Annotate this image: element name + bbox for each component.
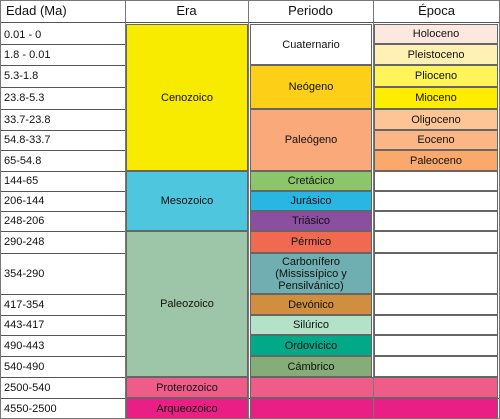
era-paleozoico: Paleozoico — [126, 231, 248, 377]
age-cell: 33.7-23.8 — [4, 113, 51, 126]
epoch-holoceno: Holoceno — [374, 24, 498, 44]
age-cell: 144-65 — [4, 175, 39, 187]
age-cell: 354-290 — [4, 267, 45, 280]
proterozoic-band — [250, 377, 498, 398]
period-carbonifero: Carbonífero (Mississípico y Pensilvánico… — [250, 253, 372, 294]
period-cretacico: Cretácico — [250, 171, 372, 191]
age-cell: 443-417 — [4, 319, 45, 331]
age-cell: 4550-2500 — [4, 402, 57, 415]
header-age: Edad (Ma) — [6, 3, 67, 18]
age-cell: 290-248 — [4, 236, 45, 248]
period-cuaternario: Cuaternario — [250, 24, 372, 65]
epoch-empty-cell — [374, 253, 498, 294]
period-neogeno: Neógeno — [250, 65, 372, 109]
epoch-empty-cell — [374, 211, 498, 231]
epoch-empty-cell — [374, 315, 498, 335]
age-cell: 540-490 — [4, 360, 45, 373]
era-mesozoico: Mesozoico — [126, 171, 248, 231]
age-cell: 248-206 — [4, 215, 45, 227]
age-cell: 0.01 - 0 — [4, 28, 42, 41]
epoch-mioceno: Mioceno — [374, 87, 498, 109]
epoch-oligoceno: Oligoceno — [374, 109, 498, 130]
era-proterozoico: Proterozoico — [126, 377, 248, 398]
era-cenozoico: Cenozoico — [126, 24, 248, 171]
period-paleogeno: Paleógeno — [250, 109, 372, 171]
epoch-eoceno: Eoceno — [374, 130, 498, 150]
age-cell: 54.8-33.7 — [4, 134, 51, 146]
header-period: Periodo — [288, 3, 333, 18]
header-era: Era — [176, 3, 197, 18]
age-cell: 23.8-5.3 — [4, 92, 45, 104]
epoch-paleoceno: Paleoceno — [374, 150, 498, 171]
epoch-plioceno: Plioceno — [374, 65, 498, 87]
period-silurico: Silúrico — [250, 315, 372, 335]
period-ordovicico: Ordovícico — [250, 335, 372, 356]
period-devonico: Devónico — [250, 294, 372, 315]
period-cambrico: Cámbrico — [250, 356, 372, 377]
epoch-pleistoceno: Pleistoceno — [374, 44, 498, 65]
period-triasico: Triásico — [250, 211, 372, 231]
period-permico: Pérmico — [250, 231, 372, 253]
epoch-empty-cell — [374, 191, 498, 211]
epoch-empty-cell — [374, 171, 498, 191]
age-cell: 417-354 — [4, 298, 45, 311]
age-cell: 1.8 - 0.01 — [4, 48, 51, 61]
epoch-empty-cell — [374, 294, 498, 315]
age-cell: 65-54.8 — [4, 154, 42, 167]
age-cell: 2500-540 — [4, 381, 51, 394]
era-arqueozoico: Arqueozoico — [126, 398, 248, 419]
age-cell: 206-144 — [4, 195, 45, 207]
period-jurasico: Jurásico — [250, 191, 372, 211]
age-cell: 490-443 — [4, 339, 45, 352]
epoch-empty-cell — [374, 231, 498, 253]
header-epoch: Época — [418, 3, 455, 18]
epoch-empty-cell — [374, 335, 498, 356]
archean-band — [250, 398, 498, 419]
age-cell: 5.3-1.8 — [4, 70, 39, 82]
epoch-empty-cell — [374, 356, 498, 377]
